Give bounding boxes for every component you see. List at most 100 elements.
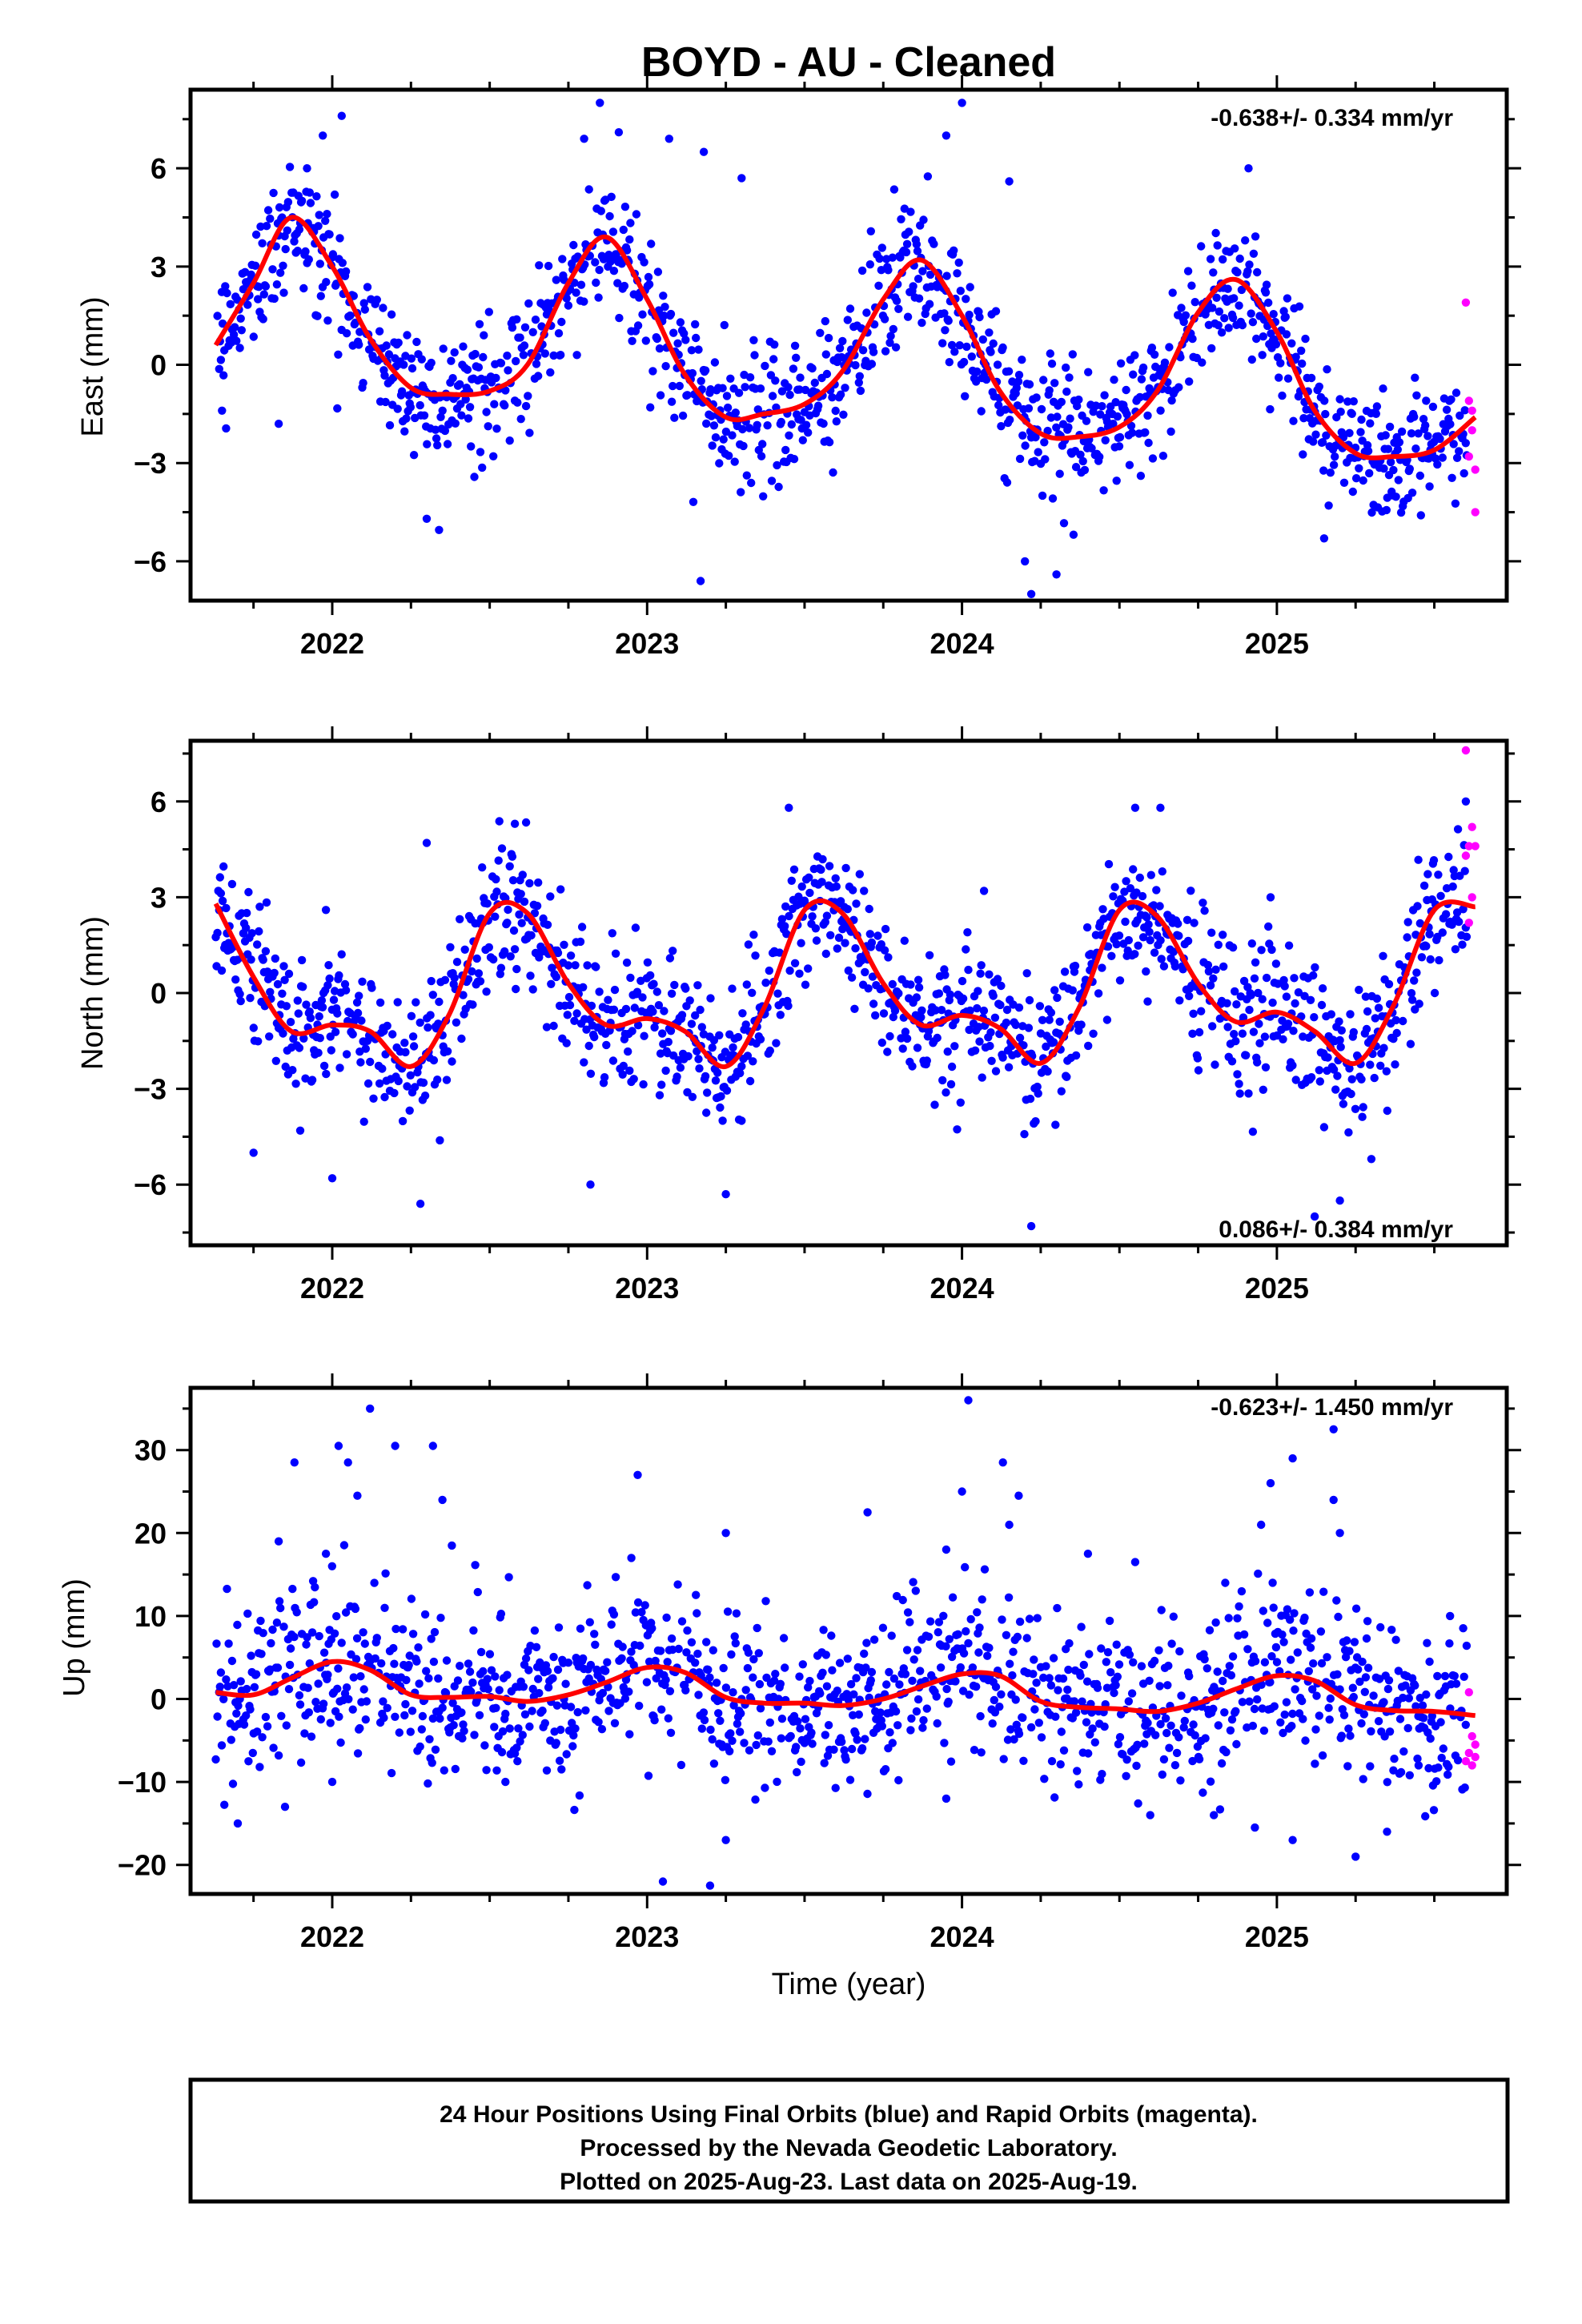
up-final-point xyxy=(418,1711,428,1721)
east-final-point xyxy=(1135,392,1145,402)
north-final-point xyxy=(254,1037,263,1046)
north-final-point xyxy=(785,911,793,921)
north-final-point xyxy=(556,885,565,894)
east-rapid-point xyxy=(1468,426,1476,435)
up-final-point xyxy=(1391,1635,1400,1644)
up-final-point xyxy=(217,1741,227,1750)
east-final-point xyxy=(619,225,628,235)
east-rapid-point xyxy=(1464,452,1474,461)
east-final-point xyxy=(535,261,544,270)
north-final-point xyxy=(512,984,520,994)
east-final-point xyxy=(1041,455,1050,464)
north-final-point xyxy=(639,1080,648,1089)
east-fit-line xyxy=(213,215,1477,460)
north-final-point xyxy=(1412,968,1421,977)
up-final-point xyxy=(916,1667,925,1675)
north-final-point xyxy=(1289,1027,1298,1035)
north-final-point xyxy=(247,955,255,964)
north-final-point xyxy=(516,890,525,899)
footer-line-3: Plotted on 2025-Aug-23. Last data on 202… xyxy=(560,2169,1138,2195)
east-final-point xyxy=(958,99,966,107)
north-final-point xyxy=(1049,1038,1058,1047)
up-final-point xyxy=(540,1719,549,1727)
up-final-point xyxy=(453,1676,463,1685)
east-final-point xyxy=(596,99,604,107)
up-final-point xyxy=(1403,1723,1412,1733)
up-final-point xyxy=(212,1639,221,1648)
north-final-point xyxy=(1250,974,1259,983)
east-final-point xyxy=(436,412,445,421)
east-final-point xyxy=(1264,298,1273,308)
up-final-point xyxy=(360,1639,369,1648)
east-final-point xyxy=(1447,473,1456,482)
east-final-point xyxy=(512,315,521,324)
up-final-point xyxy=(700,1715,709,1725)
north-final-point xyxy=(1317,1000,1327,1010)
north-final-point xyxy=(787,876,796,886)
north-final-point xyxy=(472,954,481,963)
north-final-point xyxy=(1414,855,1423,864)
up-final-point xyxy=(570,1805,579,1815)
up-final-point xyxy=(640,1601,649,1610)
up-final-point xyxy=(648,1624,656,1633)
up-final-point xyxy=(460,1727,468,1735)
up-final-point xyxy=(1163,1681,1172,1690)
east-final-point xyxy=(1080,465,1090,475)
up-final-point xyxy=(807,1728,816,1737)
up-final-point xyxy=(709,1759,719,1768)
north-final-point xyxy=(1098,905,1107,914)
up-final-point xyxy=(933,1719,942,1728)
north-final-point xyxy=(1319,1123,1329,1132)
up-final-point xyxy=(564,1659,573,1667)
up-final-point xyxy=(990,1695,999,1705)
north-final-point xyxy=(355,991,363,1000)
east-final-point xyxy=(443,440,452,448)
north-final-point xyxy=(765,966,773,975)
east-final-point xyxy=(1129,370,1138,379)
up-final-point xyxy=(542,1766,552,1775)
east-final-point xyxy=(1349,397,1359,406)
east-final-point xyxy=(1206,255,1215,263)
north-final-point xyxy=(826,931,835,940)
up-final-point xyxy=(381,1569,390,1578)
up-final-point xyxy=(307,1628,317,1637)
up-final-point xyxy=(1404,1694,1414,1703)
up-final-point xyxy=(1235,1602,1243,1611)
north-final-point xyxy=(847,973,857,982)
north-final-point xyxy=(284,969,294,979)
north-final-point xyxy=(510,819,520,828)
north-final-point xyxy=(1290,974,1299,983)
north-final-point xyxy=(841,863,850,873)
up-final-point xyxy=(1354,1665,1363,1674)
east-final-point xyxy=(669,328,678,337)
east-final-point xyxy=(306,199,315,207)
up-final-point xyxy=(276,1603,285,1613)
north-x-tick-label: 2024 xyxy=(930,1272,994,1305)
up-final-point xyxy=(431,1745,440,1754)
north-final-point xyxy=(1235,1080,1243,1088)
east-final-point xyxy=(710,358,720,367)
east-final-point xyxy=(821,316,830,326)
east-final-point xyxy=(796,373,805,382)
east-final-point xyxy=(216,356,226,364)
north-final-point xyxy=(696,1005,705,1015)
north-final-point xyxy=(1233,1070,1242,1079)
up-final-point xyxy=(1413,1754,1422,1763)
north-final-point xyxy=(271,1056,280,1066)
north-final-point xyxy=(1335,1035,1344,1045)
east-final-point xyxy=(813,401,823,410)
up-final-point xyxy=(554,1623,564,1632)
north-final-point xyxy=(494,856,503,865)
east-final-point xyxy=(832,417,841,426)
up-final-point xyxy=(355,1723,364,1733)
north-final-point xyxy=(901,1027,910,1036)
up-final-point xyxy=(954,1630,962,1639)
up-final-point xyxy=(530,1626,540,1635)
north-final-point xyxy=(282,1002,291,1011)
up-final-point xyxy=(852,1674,861,1683)
up-final-point xyxy=(991,1683,1001,1691)
up-final-point xyxy=(951,1677,960,1686)
east-final-point xyxy=(268,265,277,274)
north-final-point xyxy=(1206,981,1215,990)
up-final-point xyxy=(894,1775,903,1785)
